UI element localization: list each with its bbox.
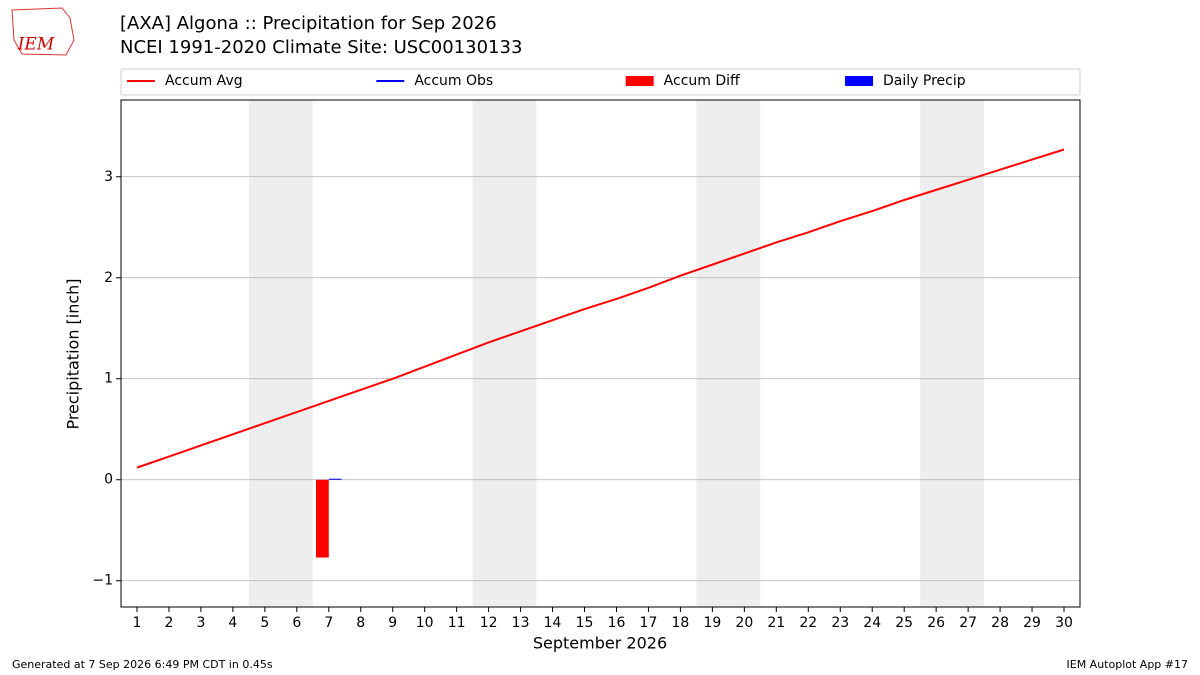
bar <box>328 478 342 480</box>
x-tick-label: 26 <box>927 615 945 631</box>
x-tick-label: 14 <box>544 615 562 631</box>
y-tick-label: 3 <box>104 169 113 185</box>
y-tick-label: 2 <box>104 270 113 286</box>
logo-text: IEM <box>17 35 55 55</box>
x-tick-label: 19 <box>703 615 721 631</box>
legend-label: Daily Precip <box>883 73 966 89</box>
weekend-shade <box>472 100 537 607</box>
x-axis-label: September 2026 <box>533 634 667 653</box>
weekend-shade <box>696 100 761 607</box>
x-tick-label: 11 <box>448 615 466 631</box>
x-tick-label: 8 <box>356 615 365 631</box>
legend-swatch <box>625 76 654 86</box>
x-tick-label: 29 <box>1023 615 1041 631</box>
x-tick-label: 16 <box>608 615 626 631</box>
footer-right: IEM Autoplot App #17 <box>1067 658 1189 671</box>
logo: IEM <box>11 7 75 56</box>
x-tick-label: 2 <box>164 615 173 631</box>
x-tick-label: 23 <box>831 615 849 631</box>
weekend-shade <box>248 100 313 607</box>
x-tick-label: 13 <box>512 615 530 631</box>
x-tick-label: 22 <box>799 615 817 631</box>
x-tick-label: 12 <box>480 615 498 631</box>
x-tick-label: 21 <box>767 615 785 631</box>
x-tick-label: 15 <box>576 615 594 631</box>
footer-left: Generated at 7 Sep 2026 6:49 PM CDT in 0… <box>12 658 273 671</box>
y-tick-label: 0 <box>104 472 113 488</box>
plot-frame <box>120 99 1081 608</box>
weekend-shade <box>920 100 985 607</box>
x-tick-label: 17 <box>640 615 658 631</box>
x-tick-label: 1 <box>133 615 142 631</box>
x-tick-label: 7 <box>324 615 333 631</box>
x-tick-label: 30 <box>1055 615 1073 631</box>
x-tick-label: 4 <box>228 615 237 631</box>
x-tick-label: 24 <box>863 615 881 631</box>
y-axis-label: Precipitation [inch] <box>64 278 83 429</box>
x-tick-label: 3 <box>196 615 205 631</box>
legend-swatch <box>845 76 874 86</box>
chart-subtitle: NCEI 1991-2020 Climate Site: USC00130133 <box>120 37 522 58</box>
legend-box <box>120 68 1081 96</box>
x-tick-label: 20 <box>735 615 753 631</box>
legend-label: Accum Obs <box>414 73 493 89</box>
chart-title: [AXA] Algona :: Precipitation for Sep 20… <box>120 13 497 34</box>
y-tick-label: 1 <box>104 371 113 387</box>
x-tick-label: 10 <box>416 615 434 631</box>
x-tick-label: 18 <box>672 615 690 631</box>
y-tick-label: −1 <box>92 573 113 589</box>
line <box>136 148 1065 469</box>
x-tick-label: 28 <box>991 615 1009 631</box>
x-tick-label: 6 <box>292 615 301 631</box>
x-tick-label: 25 <box>895 615 913 631</box>
logo-outline <box>11 7 75 56</box>
bar <box>315 479 329 558</box>
x-tick-label: 27 <box>959 615 977 631</box>
legend-label: Accum Avg <box>165 73 243 89</box>
x-tick-label: 9 <box>388 615 397 631</box>
legend-label: Accum Diff <box>664 73 740 89</box>
x-tick-label: 5 <box>260 615 269 631</box>
